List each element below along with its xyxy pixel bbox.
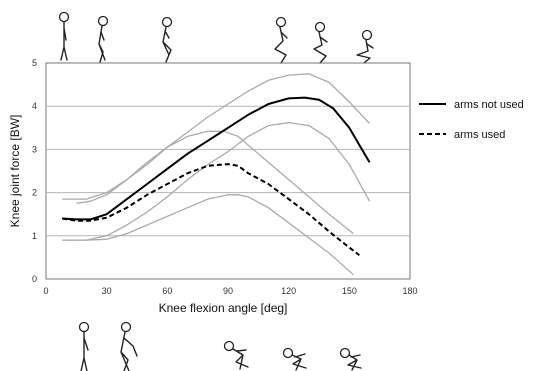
stick-figure-bottom-4	[282, 347, 307, 371]
x-tick-label: 60	[162, 286, 172, 296]
x-tick-label: 30	[102, 286, 112, 296]
stick-figure-bottom-3	[223, 340, 249, 370]
stick-figure-bottom-1	[78, 321, 90, 371]
legend: arms not used arms used	[419, 99, 524, 141]
legend-label-arms-not-used: arms not used	[454, 99, 524, 111]
band-line-4	[76, 130, 354, 235]
band-line-3	[62, 121, 371, 241]
x-tick-label: 90	[223, 286, 233, 296]
data-series	[62, 96, 371, 256]
y-tick-label: 2	[32, 188, 37, 198]
x-axis-label: Knee flexion angle [deg]	[159, 301, 288, 315]
y-tick-label: 5	[32, 58, 37, 68]
y-tick-label: 0	[32, 274, 37, 284]
x-tick-label: 0	[43, 286, 48, 296]
stick-figure-top-5	[313, 21, 328, 64]
y-tick-label: 4	[32, 101, 37, 111]
stick-figure-bottom-5	[339, 347, 362, 371]
stick-figure-top-6	[356, 29, 374, 64]
grey-bands	[62, 73, 371, 276]
x-tick-label: 180	[402, 286, 417, 296]
series-line-arms-used	[62, 163, 361, 256]
x-tick-label: 120	[281, 286, 296, 296]
x-tick-label: 150	[342, 286, 357, 296]
y-tick-labels: 0 1 2 3 4 5	[32, 58, 37, 284]
x-tick-labels: 0 30 60 90 120 150 180	[43, 286, 417, 296]
stick-figure-top-3	[161, 16, 173, 63]
y-tick-label: 1	[32, 231, 37, 241]
y-axis-label: Knee joint force [BW]	[8, 115, 22, 228]
legend-label-arms-used: arms used	[454, 129, 505, 141]
band-line-5	[66, 194, 354, 276]
band-line-2	[62, 73, 371, 200]
plot-frame	[45, 62, 411, 280]
stick-figure-top-1	[58, 11, 70, 61]
y-tick-label: 3	[32, 144, 37, 154]
stick-figure-bottom-2	[120, 321, 138, 371]
series-line-arms-not-used	[62, 96, 371, 221]
stick-figure-top-2	[97, 15, 109, 63]
stick-figure-top-4	[274, 16, 288, 64]
